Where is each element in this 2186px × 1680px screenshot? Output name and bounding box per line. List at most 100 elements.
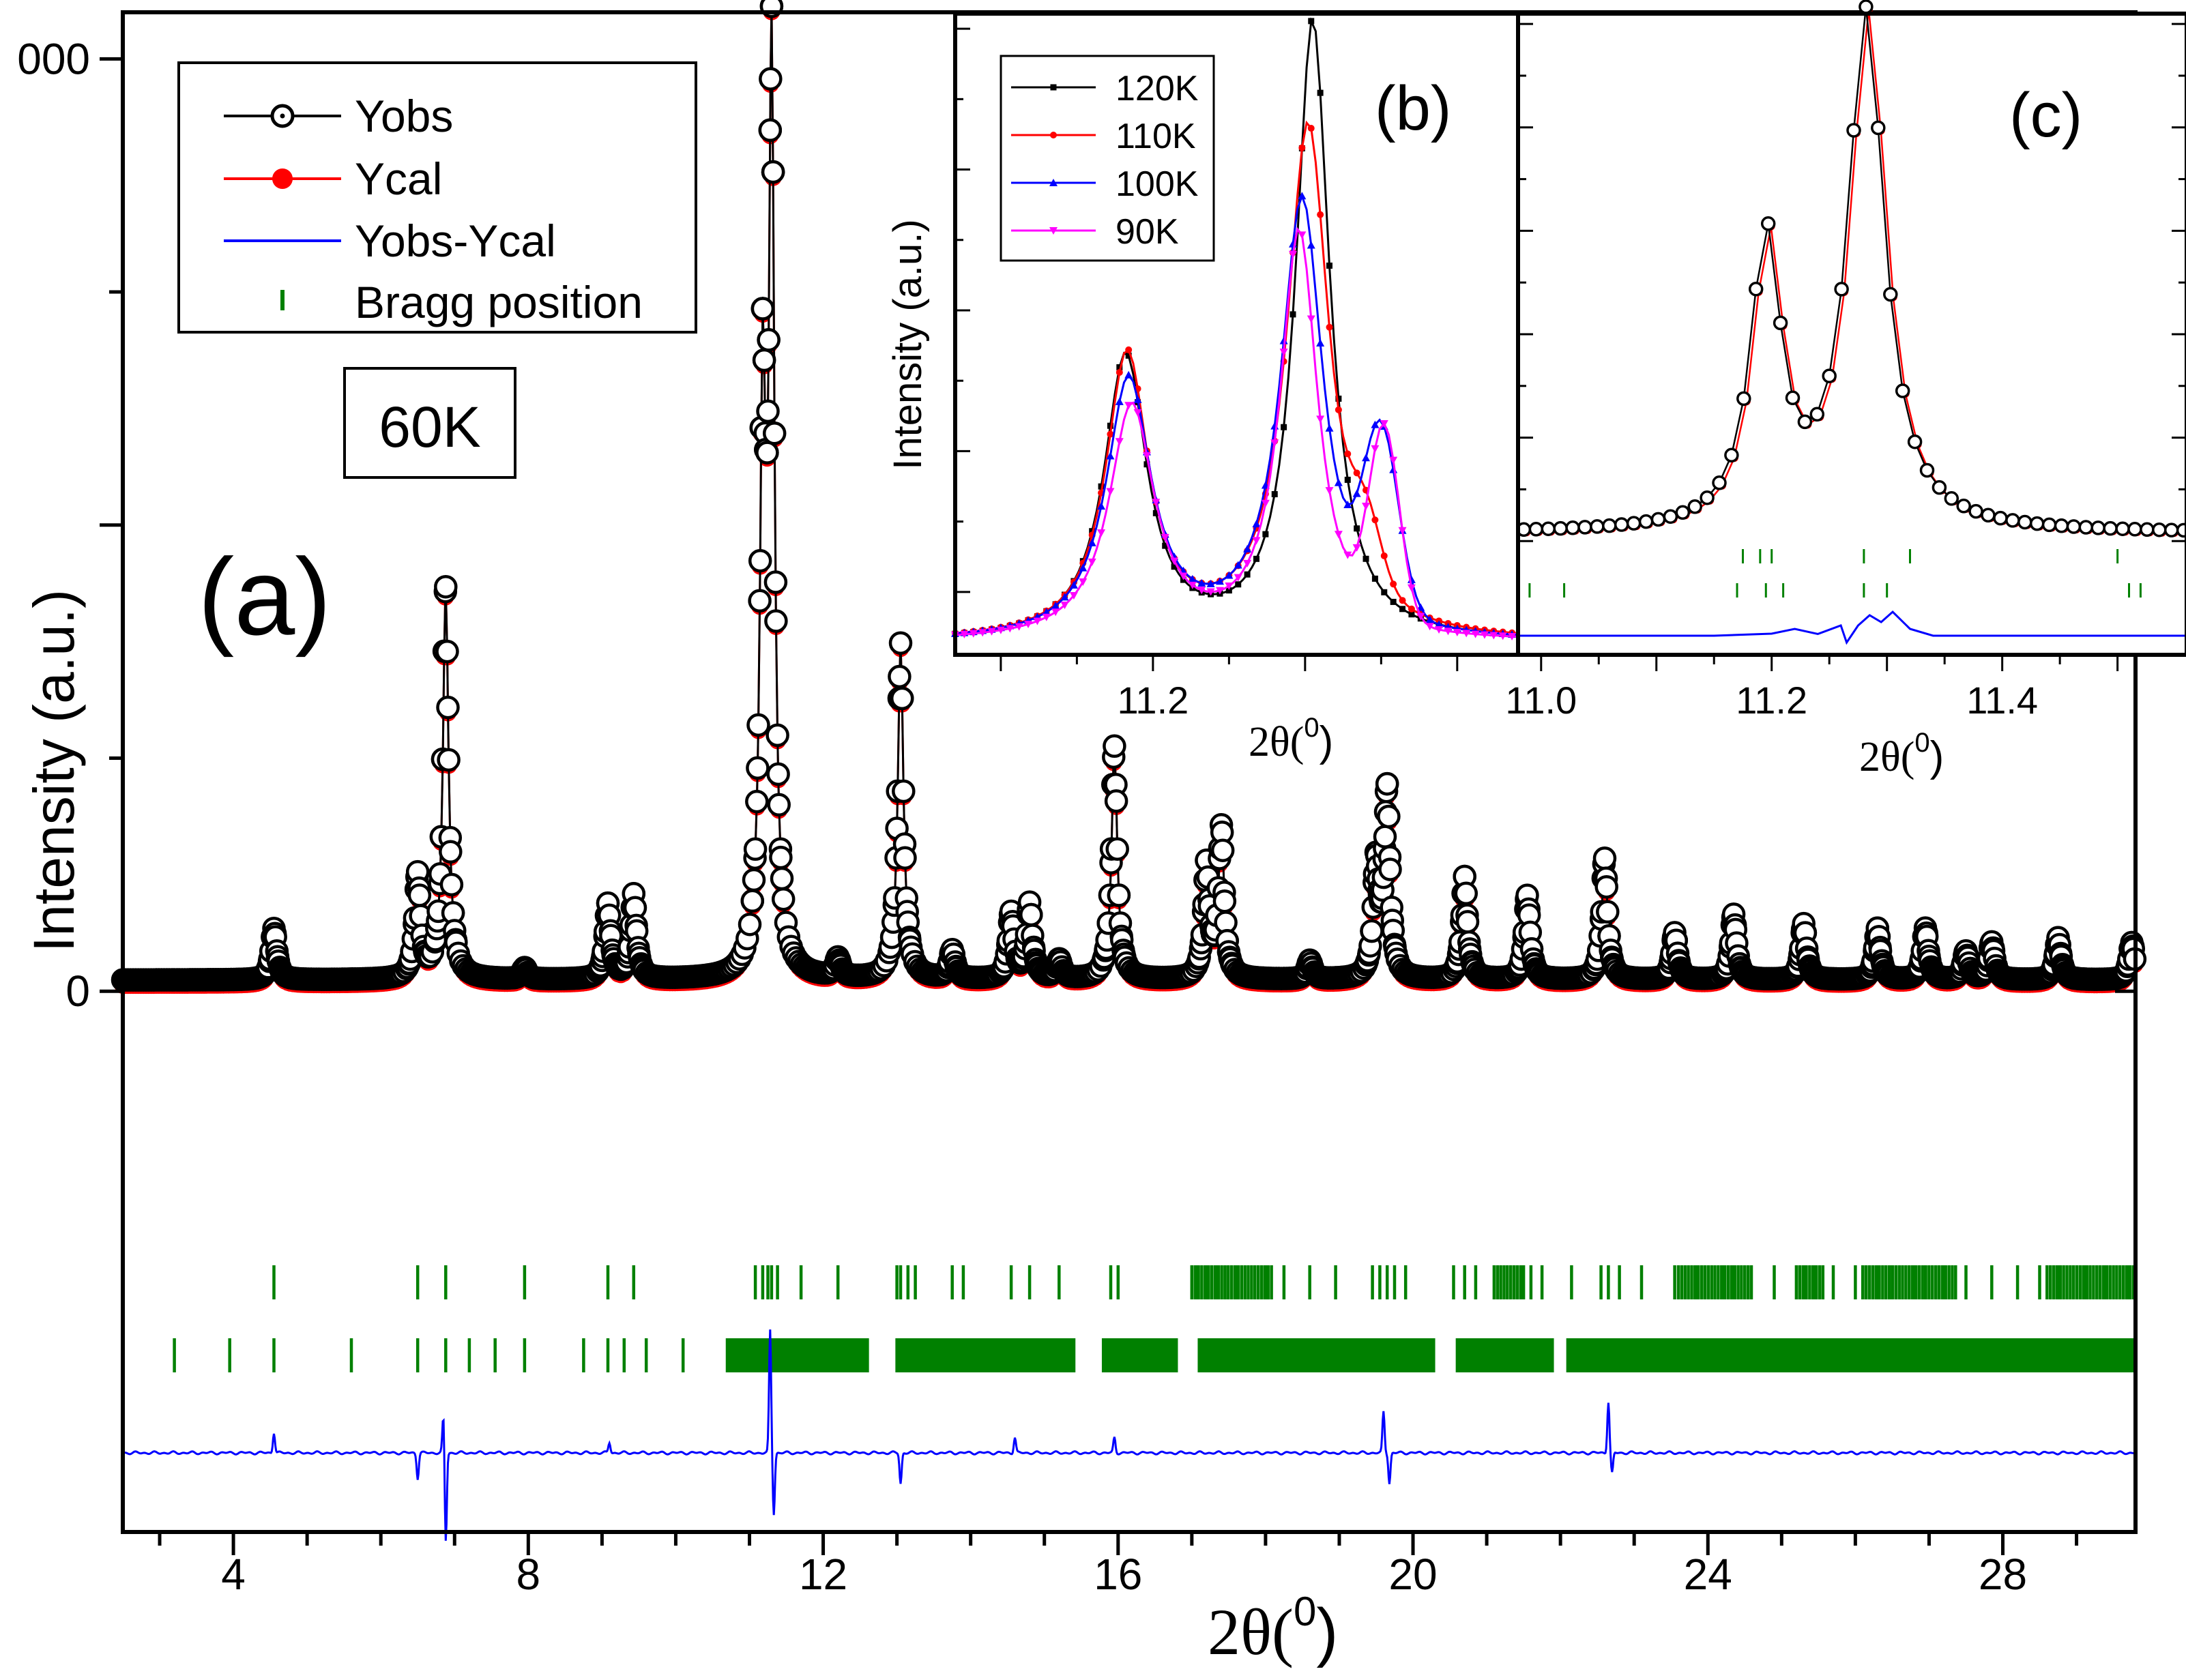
b-point-110K xyxy=(1371,516,1379,524)
a-yobs-point xyxy=(1594,874,1618,899)
b-point-110K xyxy=(1399,597,1406,604)
b-point-90K xyxy=(1261,499,1270,507)
b-point-90K xyxy=(1425,623,1434,631)
b-point-120K xyxy=(1125,352,1132,359)
a-yobs-point xyxy=(758,118,783,143)
c-yobs-point xyxy=(2127,522,2142,537)
c-difference-line xyxy=(1518,610,2186,645)
a-yobs-point xyxy=(766,723,789,748)
b-point-90K xyxy=(1343,551,1352,559)
b-point-120K xyxy=(1235,581,1242,588)
a-yobs-point xyxy=(762,422,787,445)
a-yobs-point xyxy=(1378,857,1402,881)
b-point-100K xyxy=(1243,544,1252,552)
b-x-axis-label: 2θ(0) xyxy=(1249,713,1333,765)
c-yobs-point xyxy=(1993,510,2008,526)
b-point-90K xyxy=(1142,452,1151,460)
b-legend-marker-120K xyxy=(1050,84,1057,91)
b-legend-frame xyxy=(1000,55,1215,262)
c-x-axis-label: 2θ(0) xyxy=(1859,728,1944,780)
b-point-90K xyxy=(1088,558,1096,566)
a-temperature-box xyxy=(343,367,516,479)
inset-panel-c: 11.0 11.2 11.4 2θ(0) (c) xyxy=(1505,0,2186,780)
b-point-90K xyxy=(1069,591,1078,600)
b-point-120K xyxy=(1399,606,1406,613)
a-x-ticks: 4 8 12 16 20 24 28 xyxy=(158,1532,2079,1599)
a-yobs-point xyxy=(1596,900,1620,924)
b-panel-label: (b) xyxy=(1375,74,1451,143)
legend-frame xyxy=(177,61,697,334)
a-yobs-point xyxy=(748,548,772,573)
c-yobs-point xyxy=(2005,513,2020,528)
b-point-90K xyxy=(1398,527,1407,535)
b-point-120K xyxy=(1244,571,1251,578)
a-yobs-point xyxy=(1105,837,1129,861)
b-point-100K xyxy=(1060,593,1069,601)
legend-ycal-marker xyxy=(272,168,293,189)
a-x-tick-label: 28 xyxy=(1979,1550,2027,1599)
b-point-110K xyxy=(1408,605,1415,613)
b-point-90K xyxy=(1133,409,1142,417)
c-yobs-point xyxy=(1724,447,1739,463)
b-point-90K xyxy=(1407,584,1416,592)
b-point-100K xyxy=(1188,574,1197,583)
b-y-axis-label: Intensity (a.u.) xyxy=(886,219,930,469)
c-yobs-point xyxy=(1907,434,1923,450)
b-point-90K xyxy=(1389,456,1398,465)
a-y-tick-label: 000 xyxy=(17,34,90,83)
a-x-axis-label: 2θ(0) xyxy=(1208,1589,1338,1668)
a-yobs-point xyxy=(1212,889,1237,913)
a-yobs-point xyxy=(745,789,769,814)
a-observed-series xyxy=(111,0,2147,992)
c-yobs-point xyxy=(1846,123,1861,138)
a-difference-series xyxy=(122,1329,2136,1541)
b-legend-marker-110K xyxy=(1050,132,1057,138)
a-yobs-point xyxy=(888,631,913,655)
c-yobs-point xyxy=(2017,514,2032,530)
c-yobs-point xyxy=(1956,499,1971,514)
a-yobs-point xyxy=(766,762,790,786)
b-point-90K xyxy=(1215,587,1224,595)
c-yobs-point xyxy=(2115,521,2130,536)
legend-ycal-label: Ycal xyxy=(355,153,442,204)
b-point-120K xyxy=(1371,575,1378,582)
b-point-90K xyxy=(1298,231,1307,239)
b-point-90K xyxy=(1435,625,1444,634)
a-yobs-point xyxy=(761,160,785,184)
b-point-100K xyxy=(1362,454,1371,462)
c-yobs-point xyxy=(2103,520,2118,536)
b-point-100K xyxy=(1234,561,1242,569)
b-point-90K xyxy=(1307,315,1315,323)
a-yobs-point xyxy=(746,756,770,780)
c-x-label-close: ) xyxy=(1930,733,1944,780)
a-x-tick-label: 24 xyxy=(1684,1550,1732,1599)
a-yobs-point xyxy=(434,574,458,599)
b-point-100K xyxy=(1343,500,1352,508)
b-point-100K xyxy=(1215,577,1224,585)
a-yobs-point xyxy=(436,695,460,720)
b-point-100K xyxy=(1425,615,1434,623)
c-x-label-main: 2θ( xyxy=(1859,734,1914,780)
b-point-90K xyxy=(1197,587,1206,595)
b-point-90K xyxy=(1316,415,1325,424)
legend-yobs-label: Yobs xyxy=(355,91,453,141)
c-yobs-point xyxy=(1834,282,1849,297)
b-point-120K xyxy=(1171,563,1178,570)
a-x-label-sup: 0 xyxy=(1294,1589,1316,1634)
b-point-90K xyxy=(1362,502,1371,510)
b-point-90K xyxy=(1444,628,1453,636)
c-yobs-point xyxy=(2078,520,2094,535)
b-point-110K xyxy=(1307,125,1315,132)
b-point-90K xyxy=(1462,630,1471,638)
b-point-100K xyxy=(1352,489,1361,497)
c-yobs-point xyxy=(1528,522,1544,537)
c-x-tick-label: 11.2 xyxy=(1736,679,1807,722)
b-point-90K xyxy=(1060,602,1069,610)
b-point-100K xyxy=(1334,478,1343,486)
c-bragg-ticks xyxy=(1528,549,2142,598)
a-yobs-point xyxy=(757,328,781,352)
a-yobs-point xyxy=(748,589,772,613)
c-yobs-point xyxy=(1736,391,1751,407)
c-yobs-point xyxy=(2054,518,2069,533)
